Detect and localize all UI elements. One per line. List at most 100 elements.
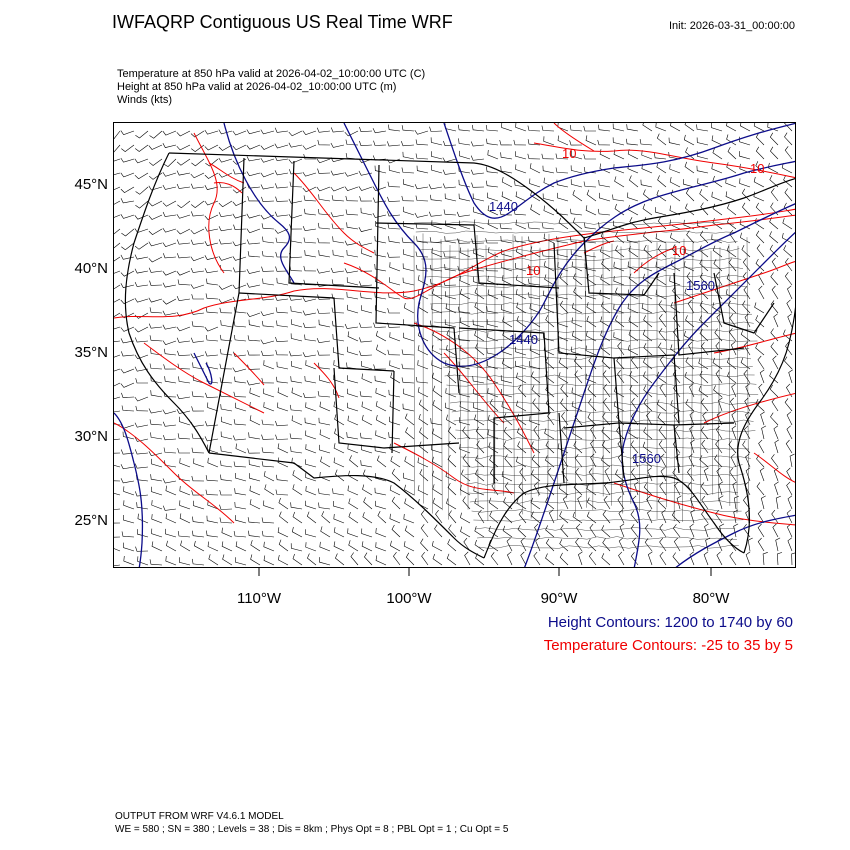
- wind-barb: [740, 357, 751, 370]
- wind-barb: [114, 368, 121, 372]
- wind-barb: [627, 344, 639, 356]
- wind-barb: [148, 297, 163, 303]
- wind-barb: [771, 454, 779, 468]
- wind-barb: [114, 340, 121, 342]
- wind-barb: [191, 406, 205, 412]
- wind-barb: [361, 414, 373, 426]
- temperature-contour: [193, 132, 225, 274]
- wind-barb: [504, 454, 513, 468]
- wind-barb: [784, 272, 793, 286]
- wind-barb: [134, 297, 149, 303]
- wind-barb: [644, 524, 653, 538]
- wind-barb: [389, 360, 401, 370]
- wind-barb: [507, 551, 513, 566]
- wind-barb: [292, 511, 303, 524]
- wind-barb: [630, 440, 639, 454]
- wind-barb: [642, 455, 653, 468]
- wind-barb: [232, 144, 247, 151]
- wind-barb: [462, 426, 471, 440]
- wind-barb: [274, 143, 289, 149]
- wind-barb: [304, 250, 317, 258]
- wind-barb: [135, 378, 148, 384]
- wind-barb: [190, 309, 205, 315]
- wind-barb: [432, 497, 443, 510]
- wind-barb: [769, 132, 779, 146]
- wind-barb: [715, 440, 723, 454]
- county-line: [475, 527, 736, 531]
- wind-barb: [489, 511, 499, 524]
- wind-barb: [753, 176, 765, 188]
- wind-barb: [305, 485, 317, 496]
- wind-barb: [246, 282, 261, 288]
- wind-barb: [419, 427, 429, 440]
- lat-label-30: 30°N: [74, 428, 108, 445]
- wind-barb: [359, 266, 373, 272]
- temperature-contour: [703, 392, 795, 424]
- wind-barb: [164, 348, 177, 356]
- wind-barb: [742, 300, 751, 314]
- wind-barb: [516, 498, 527, 510]
- wind-barb: [770, 300, 779, 314]
- wind-barb: [372, 186, 387, 192]
- wind-barb: [162, 310, 177, 316]
- wind-barb: [261, 250, 275, 258]
- wind-barb: [277, 402, 289, 412]
- wind-barb: [726, 162, 737, 174]
- wind-barb: [428, 184, 443, 190]
- wind-barb: [434, 524, 443, 538]
- lon-label-100: 100°W: [386, 590, 432, 607]
- wind-barb: [162, 184, 177, 190]
- wind-barb: [404, 413, 415, 426]
- wind-barb: [487, 388, 499, 398]
- wind-barb: [656, 399, 667, 412]
- wind-barb: [289, 252, 303, 259]
- wind-barb: [247, 335, 261, 342]
- wind-barb: [362, 469, 373, 482]
- county-line: [417, 239, 738, 243]
- wind-barb: [402, 151, 415, 160]
- wind-barb: [114, 326, 121, 330]
- wind-barb: [150, 348, 163, 356]
- wind-barb: [375, 473, 387, 482]
- wind-barb: [532, 398, 541, 412]
- wind-barb: [120, 283, 135, 288]
- wind-barb: [246, 239, 261, 245]
- wind-barb: [235, 443, 247, 454]
- wind-barb: [545, 455, 555, 468]
- wind-barb: [179, 416, 191, 426]
- wind-barb: [149, 363, 163, 370]
- wind-barb: [743, 369, 751, 384]
- wind-barb: [655, 233, 667, 244]
- wind-barb: [773, 467, 779, 482]
- wind-barb: [474, 414, 485, 426]
- county-line: [547, 233, 550, 503]
- wind-barb: [785, 439, 793, 454]
- wind-barb: [612, 137, 625, 146]
- wind-barb: [292, 553, 303, 566]
- wind-barb: [361, 444, 373, 454]
- wind-barb: [518, 510, 527, 524]
- wind-barb: [533, 425, 541, 440]
- wind-barb: [420, 510, 429, 524]
- wind-barb: [148, 256, 163, 263]
- wind-barb: [320, 456, 331, 468]
- wind-barb: [120, 157, 135, 163]
- wind-barb: [673, 537, 681, 552]
- wind-barb: [246, 144, 261, 150]
- wind-barb: [135, 200, 149, 209]
- wind-barb: [114, 298, 121, 303]
- wind-barb: [786, 523, 793, 538]
- wind-barb: [714, 454, 723, 468]
- wind-barb: [556, 291, 569, 300]
- wind-barb: [317, 294, 331, 300]
- wind-barb: [114, 382, 121, 387]
- wind-barb: [558, 217, 569, 230]
- wind-barb: [134, 337, 149, 343]
- wind-barb: [435, 510, 443, 524]
- wind-barb: [781, 232, 793, 244]
- wind-barb: [165, 513, 177, 524]
- wind-barb: [499, 140, 513, 146]
- wind-barb: [447, 440, 457, 454]
- wind-barb: [165, 485, 177, 496]
- wind-barb: [657, 244, 667, 258]
